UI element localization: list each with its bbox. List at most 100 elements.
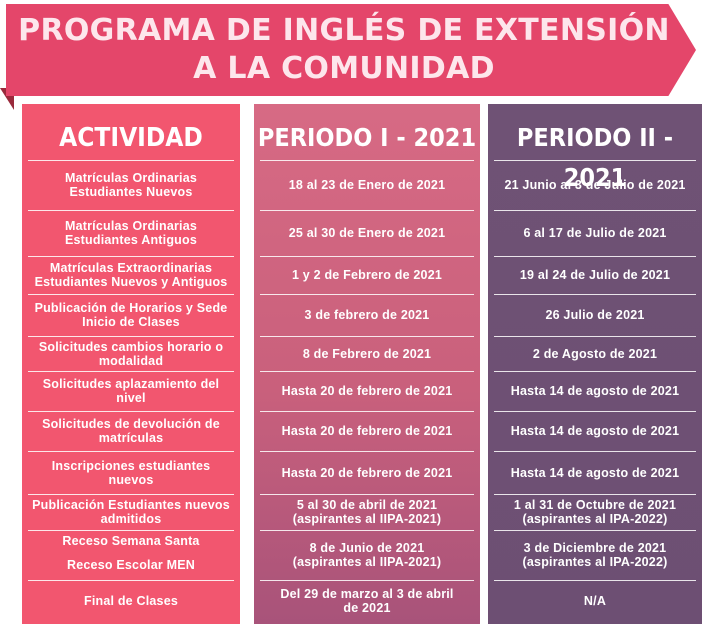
periodo-1-cell-line: 8 de Junio de 2021 <box>309 541 425 555</box>
row-divider <box>494 371 696 372</box>
row-divider <box>28 294 234 295</box>
periodo-1-cell: Hasta 20 de febrero de 2021 <box>258 466 476 480</box>
row-divider <box>260 336 474 337</box>
row-divider <box>28 336 234 337</box>
actividad-cell: Final de Clases <box>26 594 236 608</box>
actividad-cell: Solicitudes cambios horario o modalidad <box>26 340 236 368</box>
actividad-cell: Receso Semana Santa Receso Escolar MEN <box>26 534 236 572</box>
periodo-1-cell: 18 al 23 de Enero de 2021 <box>258 178 476 192</box>
periodo-1-cell: 8 de Junio de 2021 (aspirantes al IIPA-20… <box>258 541 476 569</box>
row-divider <box>260 494 474 495</box>
row-divider <box>260 371 474 372</box>
title-banner <box>6 4 696 96</box>
actividad-cell-line: Publicación Estudiantes nuevos <box>32 498 230 512</box>
actividad-cell: Matrículas Ordinarias Estudiantes Nuevos <box>26 171 236 199</box>
periodo-1-cell-line: 18 al 23 de Enero de 2021 <box>288 178 446 192</box>
header-periodo-2: PERIODO II - 2021 <box>516 123 674 192</box>
actividad-cell-line: nivel <box>116 391 146 405</box>
periodo-2-cell-line: (aspirantes al IPA-2022) <box>522 512 668 526</box>
title-line-1: PROGRAMA DE INGLÉS DE EXTENSIÓN <box>18 13 670 48</box>
row-divider <box>260 451 474 452</box>
actividad-cell-line: Solicitudes aplazamiento del <box>42 377 220 391</box>
periodo-1-cell-line: Hasta 20 de febrero de 2021 <box>281 466 453 480</box>
periodo-2-cell: N/A <box>490 594 700 608</box>
row-divider <box>28 210 234 211</box>
actividad-cell: Solicitudes aplazamiento del nivel <box>26 377 236 405</box>
actividad-cell: Publicación de Horarios y Sede Inicio de … <box>26 301 236 329</box>
actividad-cell-line: Matrículas Ordinarias <box>64 171 198 185</box>
row-divider <box>28 411 234 412</box>
row-divider <box>28 256 234 257</box>
periodo-1-cell: 25 al 30 de Enero de 2021 <box>258 226 476 240</box>
actividad-cell-line: Receso Escolar MEN <box>67 558 195 572</box>
actividad-cell-line: Matrículas Ordinarias <box>64 219 198 233</box>
actividad-cell-line: Estudiantes Nuevos y Antiguos <box>34 275 228 289</box>
periodo-1-cell-line: Hasta 20 de febrero de 2021 <box>281 384 453 398</box>
row-divider <box>28 530 234 531</box>
actividad-cell-line: Estudiantes Antiguos <box>64 233 197 247</box>
row-divider <box>28 451 234 452</box>
periodo-1-cell-line: Hasta 20 de febrero de 2021 <box>281 424 453 438</box>
column-actividad <box>22 104 240 624</box>
periodo-2-cell-line: 1 al 31 de Octubre de 2021 <box>513 498 677 512</box>
actividad-cell-line: Solicitudes de devolución de <box>42 417 220 431</box>
actividad-cell-line <box>26 548 236 558</box>
periodo-1-cell: Hasta 20 de febrero de 2021 <box>258 424 476 438</box>
periodo-1-cell-line: 3 de febrero de 2021 <box>304 308 430 322</box>
header-actividad: ACTIVIDAD <box>59 123 203 153</box>
periodo-2-cell-line: (aspirantes al IPA-2022) <box>522 555 668 569</box>
periodo-2-cell-line: 19 al 24 de Julio de 2021 <box>519 268 671 282</box>
row-divider <box>260 294 474 295</box>
actividad-cell: Publicación Estudiantes nuevos admitidos <box>26 498 236 526</box>
periodo-1-cell-line: 8 de Febrero de 2021 <box>302 347 432 361</box>
periodo-2-cell-line: Hasta 14 de agosto de 2021 <box>510 466 680 480</box>
periodo-1-cell-line: de 2021 <box>343 601 391 615</box>
periodo-1-cell: 5 al 30 de abril de 2021 (aspirantes al I… <box>258 498 476 526</box>
periodo-2-cell: 21 Junio al 3 de Julio de 2021 <box>490 178 700 192</box>
actividad-cell-line: nuevos <box>108 473 154 487</box>
periodo-2-cell: Hasta 14 de agosto de 2021 <box>490 424 700 438</box>
row-divider <box>494 530 696 531</box>
row-divider <box>260 580 474 581</box>
row-divider <box>494 411 696 412</box>
periodo-2-cell-line: 3 de Diciembre de 2021 <box>523 541 667 555</box>
row-divider <box>494 451 696 452</box>
actividad-cell: Solicitudes de devolución de matrículas <box>26 417 236 445</box>
row-divider <box>494 160 696 161</box>
periodo-1-cell: 3 de febrero de 2021 <box>258 308 476 322</box>
periodo-1-cell: Hasta 20 de febrero de 2021 <box>258 384 476 398</box>
row-divider <box>260 160 474 161</box>
actividad-cell-line: Matrículas Extraordinarias <box>49 261 213 275</box>
actividad-cell: Inscripciones estudiantes nuevos <box>26 459 236 487</box>
row-divider <box>494 256 696 257</box>
periodo-1-cell-line: (aspirantes al IIPA-2021) <box>292 512 442 526</box>
periodo-2-cell: 26 Julio de 2021 <box>490 308 700 322</box>
periodo-2-cell-line: 2 de Agosto de 2021 <box>532 347 658 361</box>
periodo-1-cell: Del 29 de marzo al 3 de abril de 2021 <box>258 587 476 615</box>
row-divider <box>494 336 696 337</box>
actividad-cell-line: modalidad <box>98 354 164 368</box>
periodo-2-cell: Hasta 14 de agosto de 2021 <box>490 466 700 480</box>
periodo-2-cell-line: Hasta 14 de agosto de 2021 <box>510 424 680 438</box>
row-divider <box>28 160 234 161</box>
periodo-1-cell: 1 y 2 de Febrero de 2021 <box>258 268 476 282</box>
periodo-1-cell-line: Del 29 de marzo al 3 de abril <box>280 587 454 601</box>
actividad-cell-line: matrículas <box>98 431 164 445</box>
column-periodo-1 <box>254 104 480 624</box>
actividad-cell-line: Publicación de Horarios y Sede <box>34 301 228 315</box>
header-periodo-1: PERIODO I - 2021 <box>257 123 477 152</box>
actividad-cell-line: Inicio de Clases <box>82 315 180 329</box>
row-divider <box>260 530 474 531</box>
periodo-2-cell: 3 de Diciembre de 2021 (aspirantes al IPA… <box>490 541 700 569</box>
actividad-cell-line: Final de Clases <box>83 594 178 608</box>
periodo-2-cell-line: N/A <box>583 594 607 608</box>
periodo-2-cell-line: 26 Julio de 2021 <box>545 308 645 322</box>
periodo-1-cell-line: 25 al 30 de Enero de 2021 <box>288 226 446 240</box>
periodo-2-cell-line: 21 Junio al 3 de Julio de 2021 <box>504 178 686 192</box>
periodo-2-cell: 6 al 17 de Julio de 2021 <box>490 226 700 240</box>
actividad-cell: Matrículas Ordinarias Estudiantes Antiguo… <box>26 219 236 247</box>
row-divider <box>28 580 234 581</box>
periodo-2-cell: 2 de Agosto de 2021 <box>490 347 700 361</box>
actividad-cell-line: Inscripciones estudiantes <box>51 459 211 473</box>
title-line-2: A LA COMUNIDAD <box>193 51 495 86</box>
